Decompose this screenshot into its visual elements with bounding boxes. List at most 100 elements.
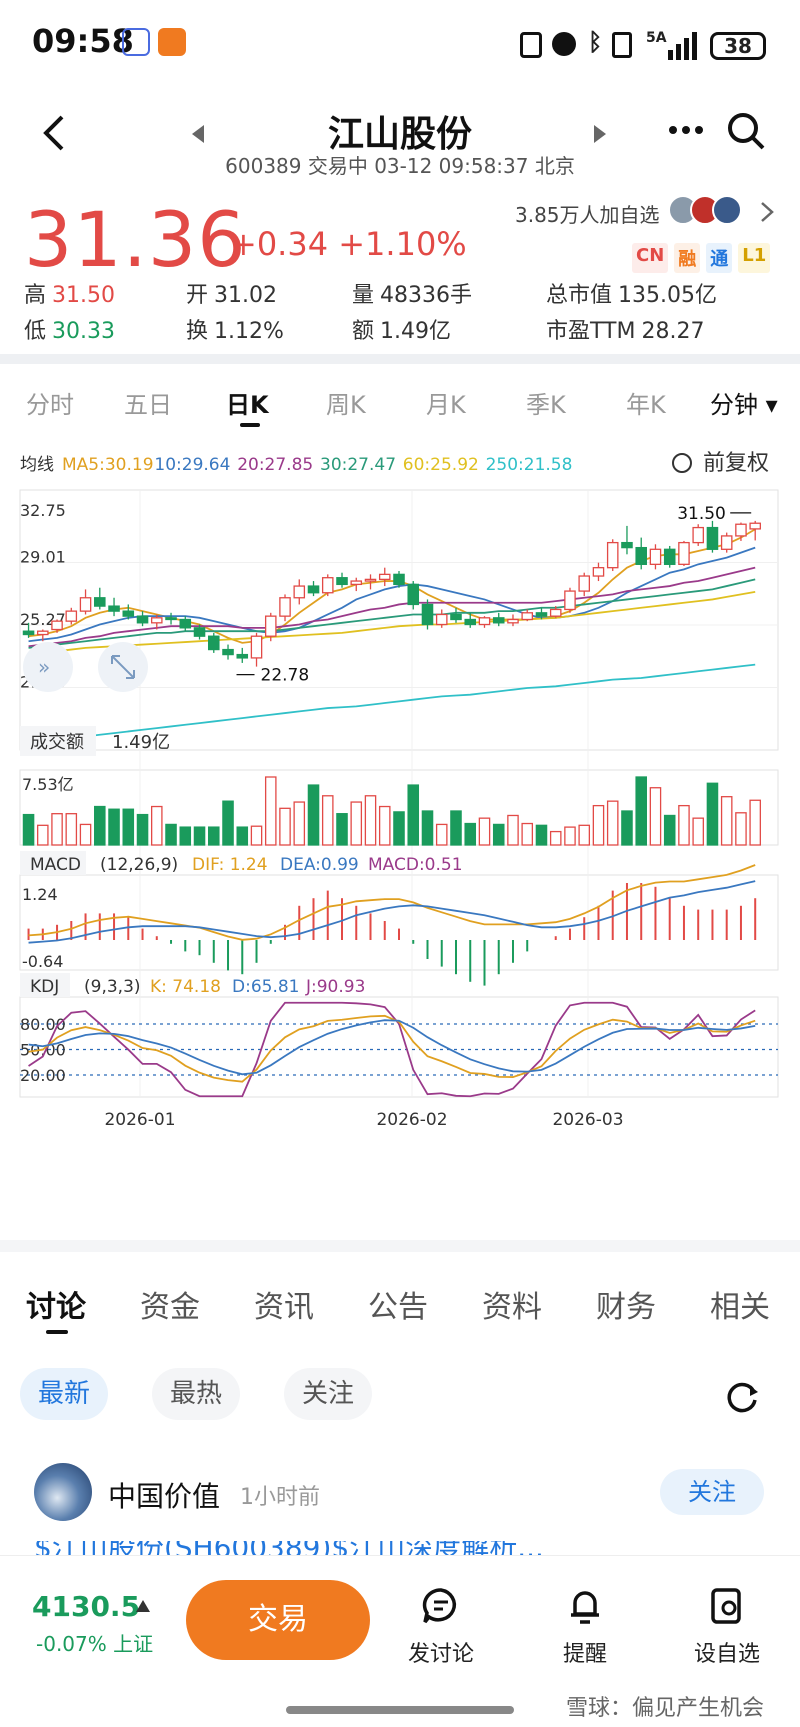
tab-capital[interactable]: 资金 (140, 1290, 200, 1325)
avatar[interactable] (34, 1463, 92, 1521)
volume-bar (193, 826, 206, 846)
candle-body (250, 635, 263, 659)
volume-bar (179, 826, 192, 846)
tab-yearly-k[interactable]: 年K (626, 391, 666, 419)
tab-minute[interactable]: 分钟 ▾ (710, 391, 778, 419)
more-icon[interactable] (668, 125, 704, 135)
tab-monthly-k[interactable]: 月K (426, 391, 466, 419)
post-preview[interactable]: $江山股份(SH600389)$江山深度解析... (34, 1541, 774, 1555)
ma-line-ma5 (28, 528, 756, 644)
price-panel-frame (19, 489, 779, 751)
kdj-k-line (28, 1014, 756, 1083)
volume-bar (79, 823, 92, 846)
tab-related[interactable]: 相关 (710, 1290, 770, 1325)
page-subtitle: 600389 交易中 03-12 09:58:37 北京 (225, 154, 575, 178)
tab-quarterly-k[interactable]: 季K (526, 391, 566, 419)
search-icon[interactable] (726, 111, 766, 151)
watchlist-button[interactable]: 设自选 (682, 1586, 772, 1668)
x-tick-label: 2026-01 (104, 1110, 175, 1130)
volume-bar (720, 796, 733, 846)
stat-label: 高 (24, 283, 47, 308)
nav-bar: 江山股份 600389 交易中 03-12 09:58:37 北京 (0, 95, 800, 185)
volume-bar (735, 812, 747, 846)
remind-label: 提醒 (562, 1642, 607, 1667)
tab-financials[interactable]: 财务 (596, 1290, 656, 1325)
macd-params: (12,26,9) (100, 855, 178, 875)
discuss-button[interactable]: 发讨论 (396, 1586, 486, 1668)
tab-news[interactable]: 资讯 (254, 1290, 314, 1325)
candle-body (22, 630, 35, 636)
followers-count[interactable]: 3.85万人加自选 (515, 203, 660, 227)
macd-panel-frame (19, 874, 779, 971)
ma-legend-label: 均线 (20, 455, 54, 475)
volume-bar (94, 805, 106, 846)
post-author[interactable]: 中国价值 (108, 1480, 221, 1513)
tab-weekly-k[interactable]: 周K (326, 391, 366, 419)
app-icon-1 (122, 28, 150, 56)
volume-bar (635, 776, 647, 846)
settings-icon (672, 453, 692, 473)
volume-bar (749, 799, 761, 846)
stat-value: 31.50 (52, 283, 115, 308)
volume-bar (592, 804, 605, 846)
candle-body (692, 526, 704, 544)
back-arrow-icon[interactable] (38, 113, 68, 153)
current-price: 31.36 (24, 195, 247, 284)
kdj-d-line (28, 1019, 756, 1076)
candle-body (578, 575, 591, 592)
kline-chart[interactable]: 均线 MA5:30.19 10:29.64 20:27.85 30:27.47 60:25… (0, 440, 800, 1220)
index-value[interactable]: 4130.5 (32, 1590, 141, 1623)
next-stock-icon[interactable] (594, 125, 608, 143)
kdj-k: K: 74.18 (150, 977, 221, 997)
volume-bar (165, 823, 177, 846)
macd-dea: DEA:0.99 (280, 855, 359, 875)
tab-intraday[interactable]: 分时 (26, 391, 74, 419)
tab-profile[interactable]: 资料 (482, 1290, 542, 1325)
candle-body (378, 573, 391, 581)
macd-tick: 1.24 (22, 885, 58, 904)
stat-low: 低 30.33 (24, 313, 115, 345)
filter-following[interactable]: 关注 (284, 1368, 373, 1420)
adjust-label: 前复权 (703, 451, 769, 476)
volume-bar (264, 776, 277, 846)
candle-body (207, 635, 220, 651)
active-tab-indicator (46, 1330, 68, 1334)
stat-label: 低 (24, 319, 47, 344)
follow-button[interactable]: 关注 (660, 1469, 764, 1515)
volume-bar (393, 811, 405, 846)
candle-body (151, 617, 163, 624)
trade-button[interactable]: 交易 (186, 1580, 370, 1660)
chart-svg[interactable]: 均线 MA5:30.19 10:29.64 20:27.85 30:27.47 60:25… (0, 440, 800, 1220)
add-watchlist-icon (711, 1588, 741, 1624)
chevron-right-icon[interactable] (760, 201, 774, 223)
index-change: -0.07% 上证 (36, 1632, 154, 1656)
home-indicator (286, 1706, 514, 1714)
volume-bar (122, 808, 135, 846)
prev-stock-icon[interactable] (192, 125, 206, 143)
filter-latest[interactable]: 最新 (20, 1368, 109, 1420)
candle-body (94, 597, 106, 607)
candle-body (393, 573, 405, 586)
volume-bar (321, 795, 334, 846)
candle-body (79, 597, 92, 612)
volume-bar (521, 822, 534, 846)
volume-bar (37, 824, 49, 846)
stat-label: 总市值 (546, 283, 613, 308)
candle-body (222, 648, 234, 656)
volume-bar (108, 808, 120, 846)
x-tick-label: 2026-03 (552, 1110, 623, 1130)
post-time: 1小时前 (240, 1485, 320, 1510)
filter-hottest[interactable]: 最热 (152, 1368, 241, 1420)
x-tick-label: 2026-02 (376, 1110, 447, 1130)
volume-bar (549, 830, 562, 846)
volume-bar (65, 813, 78, 846)
refresh-icon[interactable] (724, 1378, 760, 1414)
follower-avatars[interactable] (668, 195, 748, 225)
volume-bar (692, 817, 704, 846)
remind-button[interactable]: 提醒 (540, 1586, 630, 1668)
tab-discussion[interactable]: 讨论 (26, 1290, 86, 1325)
tab-daily-k[interactable]: 日K (226, 391, 269, 419)
tab-announcements[interactable]: 公告 (368, 1290, 428, 1325)
post-item[interactable]: 中国价值 1小时前 关注 $江山股份(SH600389)$江山深度解析... (0, 1455, 800, 1555)
tab-5day[interactable]: 五日 (124, 391, 172, 419)
